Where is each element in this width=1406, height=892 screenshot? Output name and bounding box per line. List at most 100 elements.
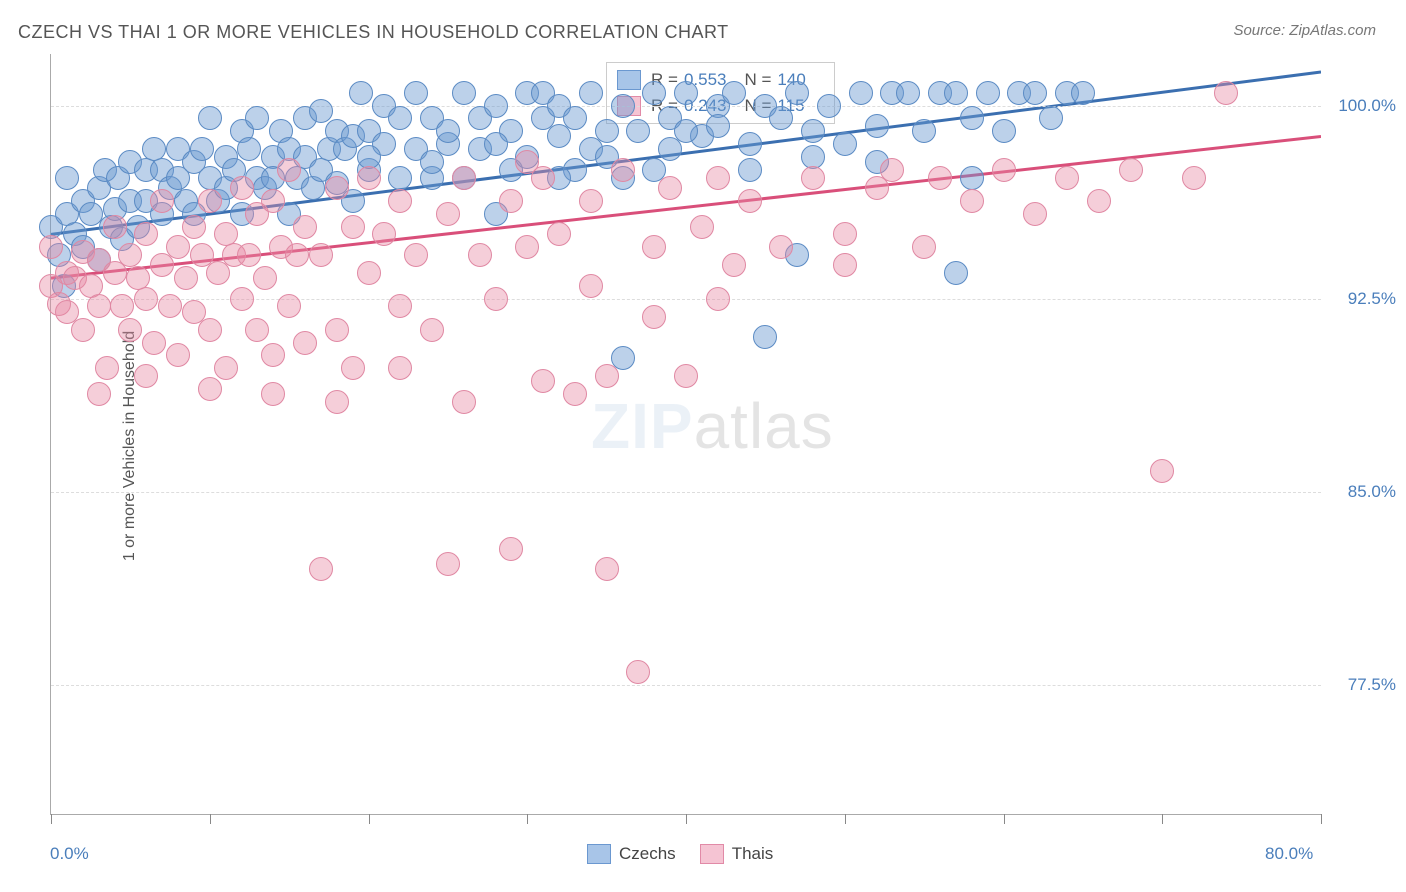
bottom-legend-item-czechs: Czechs — [587, 844, 676, 864]
scatter-point-thais — [150, 189, 174, 213]
scatter-point-thais — [706, 287, 730, 311]
scatter-point-thais — [515, 150, 539, 174]
scatter-point-thais — [118, 243, 142, 267]
scatter-point-thais — [674, 364, 698, 388]
legend-swatch-czechs — [587, 844, 611, 864]
series-legend: Czechs Thais — [575, 844, 785, 869]
scatter-point-czechs — [595, 119, 619, 143]
scatter-point-thais — [134, 364, 158, 388]
scatter-point-thais — [1214, 81, 1238, 105]
bottom-legend-label: Thais — [732, 844, 774, 864]
scatter-point-czechs — [642, 81, 666, 105]
scatter-point-czechs — [611, 94, 635, 118]
scatter-point-thais — [39, 235, 63, 259]
scatter-point-czechs — [349, 81, 373, 105]
scatter-point-czechs — [992, 119, 1016, 143]
legend-swatch-thais — [700, 844, 724, 864]
scatter-point-czechs — [674, 119, 698, 143]
scatter-point-czechs — [753, 325, 777, 349]
scatter-point-thais — [103, 215, 127, 239]
scatter-point-czechs — [563, 106, 587, 130]
x-tick — [1004, 814, 1005, 824]
scatter-point-czechs — [960, 106, 984, 130]
scatter-point-czechs — [912, 119, 936, 143]
scatter-point-thais — [436, 552, 460, 576]
scatter-point-thais — [404, 243, 428, 267]
scatter-point-czechs — [769, 106, 793, 130]
scatter-point-thais — [611, 158, 635, 182]
scatter-point-thais — [738, 189, 762, 213]
scatter-point-thais — [452, 166, 476, 190]
scatter-point-thais — [833, 222, 857, 246]
scatter-point-czechs — [484, 94, 508, 118]
scatter-point-thais — [722, 253, 746, 277]
scatter-point-thais — [214, 356, 238, 380]
scatter-point-thais — [261, 343, 285, 367]
scatter-point-thais — [1182, 166, 1206, 190]
x-tick — [845, 814, 846, 824]
scatter-point-thais — [198, 377, 222, 401]
scatter-point-thais — [388, 189, 412, 213]
scatter-point-thais — [230, 287, 254, 311]
scatter-point-czechs — [722, 81, 746, 105]
scatter-point-thais — [158, 294, 182, 318]
scatter-point-thais — [563, 382, 587, 406]
scatter-point-thais — [880, 158, 904, 182]
scatter-point-thais — [325, 176, 349, 200]
scatter-point-thais — [277, 158, 301, 182]
gridline-h — [51, 685, 1321, 686]
scatter-point-czechs — [420, 150, 444, 174]
scatter-point-thais — [531, 369, 555, 393]
scatter-point-czechs — [452, 81, 476, 105]
scatter-point-thais — [1087, 189, 1111, 213]
scatter-point-thais — [1119, 158, 1143, 182]
scatter-point-czechs — [484, 132, 508, 156]
scatter-point-thais — [245, 318, 269, 342]
scatter-point-czechs — [626, 119, 650, 143]
scatter-point-thais — [579, 274, 603, 298]
scatter-point-thais — [357, 166, 381, 190]
scatter-point-thais — [325, 390, 349, 414]
scatter-point-thais — [960, 189, 984, 213]
scatter-point-thais — [166, 235, 190, 259]
scatter-point-thais — [801, 166, 825, 190]
scatter-point-czechs — [436, 119, 460, 143]
bottom-legend-label: Czechs — [619, 844, 676, 864]
scatter-point-thais — [198, 189, 222, 213]
scatter-point-thais — [833, 253, 857, 277]
scatter-point-czechs — [55, 166, 79, 190]
scatter-point-thais — [420, 318, 444, 342]
scatter-point-thais — [1023, 202, 1047, 226]
scatter-point-thais — [309, 243, 333, 267]
scatter-point-thais — [174, 266, 198, 290]
scatter-point-czechs — [833, 132, 857, 156]
legend-n-label: N = — [744, 67, 771, 93]
scatter-point-thais — [87, 382, 111, 406]
scatter-point-thais — [277, 294, 301, 318]
scatter-point-thais — [1055, 166, 1079, 190]
scatter-point-thais — [595, 557, 619, 581]
scatter-point-czechs — [388, 166, 412, 190]
scatter-point-thais — [1150, 459, 1174, 483]
source-attribution: Source: ZipAtlas.com — [1233, 22, 1376, 39]
scatter-point-czechs — [245, 106, 269, 130]
scatter-point-czechs — [388, 106, 412, 130]
scatter-point-thais — [237, 243, 261, 267]
chart-title: CZECH VS THAI 1 OR MORE VEHICLES IN HOUS… — [18, 22, 729, 43]
scatter-point-thais — [285, 243, 309, 267]
scatter-point-thais — [134, 287, 158, 311]
scatter-point-thais — [992, 158, 1016, 182]
scatter-point-thais — [928, 166, 952, 190]
scatter-point-czechs — [309, 99, 333, 123]
gridline-h — [51, 492, 1321, 493]
scatter-point-thais — [499, 537, 523, 561]
scatter-point-czechs — [198, 106, 222, 130]
y-tick-label: 92.5% — [1348, 289, 1396, 309]
scatter-point-thais — [626, 660, 650, 684]
scatter-point-czechs — [849, 81, 873, 105]
scatter-point-thais — [261, 189, 285, 213]
scatter-point-thais — [436, 202, 460, 226]
scatter-point-czechs — [738, 132, 762, 156]
y-tick-label: 100.0% — [1338, 96, 1396, 116]
scatter-point-thais — [293, 215, 317, 239]
